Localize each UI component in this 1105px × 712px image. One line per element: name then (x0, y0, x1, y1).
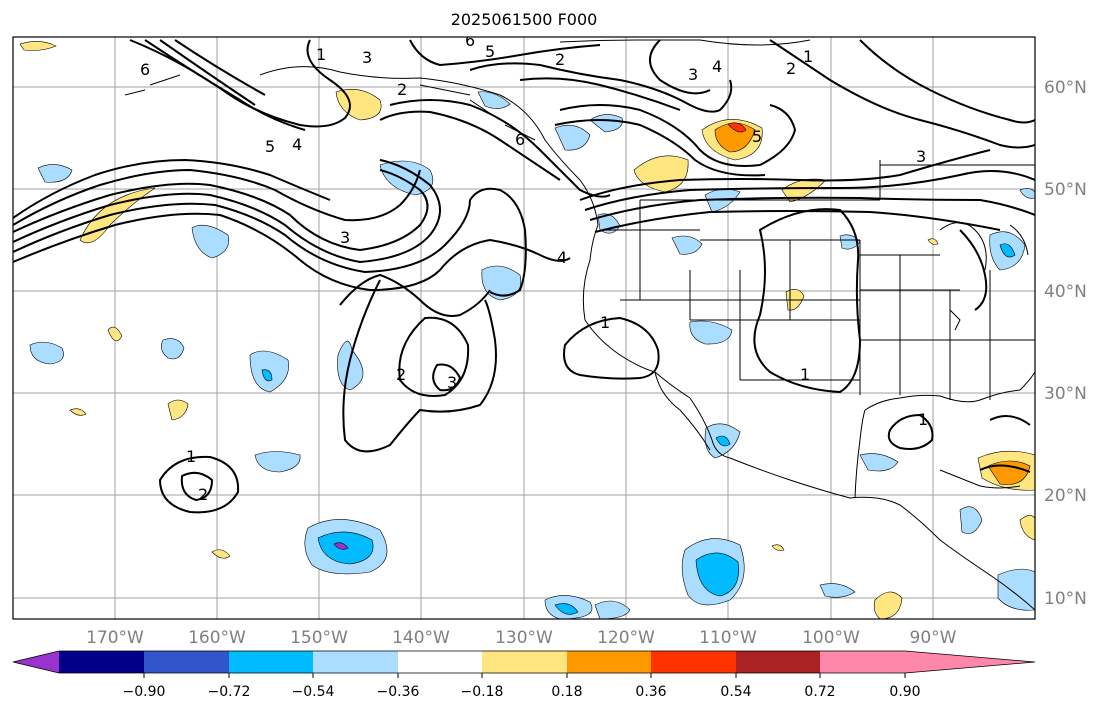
colorbar-tick-label: −0.90 (123, 684, 166, 700)
lat-label: 20°N (1044, 486, 1087, 506)
map-title: 2025061500 F000 (450, 10, 598, 29)
colorbar-segment (229, 651, 313, 673)
contour-label: 3 (688, 65, 698, 84)
colorbar-segment (567, 651, 651, 673)
lat-label: 50°N (1044, 180, 1087, 200)
contour-label: 3 (916, 147, 926, 166)
coastlines-borders (124, 39, 1035, 611)
contour-label: 3 (340, 228, 350, 247)
contour-labels: 1 3 6 5 4 3 6 5 2 2 6 4 3 4 2 1 5 3 2 3 … (140, 31, 928, 504)
colorbar-extend-low (13, 651, 59, 673)
colorbar-tick-label: 0.18 (551, 684, 582, 700)
lon-label: 160°W (188, 628, 246, 648)
lat-label: 10°N (1044, 589, 1087, 609)
contour-label: 2 (786, 59, 796, 78)
lon-label: 90°W (910, 628, 957, 648)
colorbar-tick-label: 0.54 (720, 684, 751, 700)
contour-label: 1 (186, 447, 196, 466)
contour-label: 1 (803, 47, 813, 66)
colorbar-segment (144, 651, 229, 673)
colorbar-segment (313, 651, 398, 673)
colorbar-tick-label: −0.36 (377, 684, 420, 700)
colorbar-tick-label: −0.72 (208, 684, 251, 700)
contour-label: 2 (396, 365, 406, 384)
lon-label: 170°W (86, 628, 144, 648)
colorbar-segment (651, 651, 736, 673)
latitude-labels: 60°N 50°N 40°N 30°N 20°N 10°N (1044, 78, 1087, 609)
contour-label: 3 (362, 48, 372, 67)
lat-label: 60°N (1044, 78, 1087, 98)
contour-label: 4 (557, 248, 567, 267)
contour-label: 1 (800, 365, 810, 384)
colorbar-extend-high (905, 651, 1035, 673)
colorbar-segment (820, 651, 905, 673)
contour-label: 5 (265, 137, 275, 156)
lon-label: 140°W (392, 628, 450, 648)
contour-label: 2 (397, 80, 407, 99)
contour-label: 5 (752, 127, 762, 146)
colorbar: −0.90 −0.72 −0.54 −0.36 −0.18 0.18 0.36 … (12, 650, 1036, 700)
height-contours (13, 39, 1035, 514)
colorbar-tick-label: −0.18 (461, 684, 504, 700)
contour-label: 4 (292, 135, 302, 154)
longitude-labels: 170°W 160°W 150°W 140°W 130°W 120°W 110°… (86, 628, 957, 648)
colorbar-segment (736, 651, 820, 673)
colorbar-segment (59, 651, 144, 673)
contour-label: 2 (198, 485, 208, 504)
contour-label: 1 (316, 45, 326, 64)
lon-label: 120°W (597, 628, 655, 648)
lat-label: 30°N (1044, 384, 1087, 404)
lon-label: 150°W (290, 628, 348, 648)
colorbar-tick-label: 0.90 (889, 684, 920, 700)
colorbar-tick-label: 0.72 (804, 684, 835, 700)
contour-label: 1 (918, 410, 928, 429)
contour-label: 4 (712, 57, 722, 76)
contour-label: 2 (555, 50, 565, 69)
lon-label: 100°W (802, 628, 860, 648)
contour-label: 6 (140, 60, 150, 79)
colorbar-segment (482, 651, 567, 673)
contour-label: 6 (515, 130, 525, 149)
contour-label: 5 (485, 42, 495, 61)
map-border (12, 36, 1036, 620)
contour-label: 1 (600, 313, 610, 332)
lon-label: 110°W (699, 628, 757, 648)
colorbar-tick-label: −0.54 (292, 684, 335, 700)
lat-label: 40°N (1044, 282, 1087, 302)
contour-label: 6 (465, 31, 475, 50)
colorbar-tick-label: 0.36 (635, 684, 666, 700)
lon-label: 130°W (495, 628, 553, 648)
contour-label: 3 (447, 373, 457, 392)
colorbar-segment (398, 651, 482, 673)
